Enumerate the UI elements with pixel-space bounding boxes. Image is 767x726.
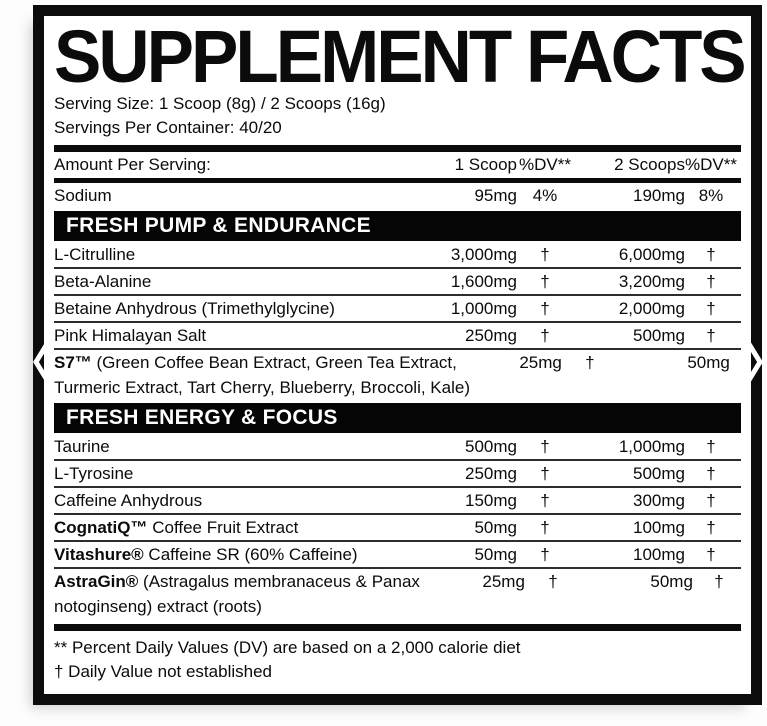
ingredient-name: AstraGin® (Astragalus membranaceus & Pan… [54, 572, 420, 591]
footnote-dagger: † Daily Value not established [54, 662, 272, 681]
dv-2-scoops: † [714, 572, 724, 591]
ingredient-name: Vitashure® Caffeine SR (60% Caffeine) [54, 545, 358, 564]
amount-2-scoops: 2,000mg [618, 299, 685, 318]
amount-2-scoops: 6,000mg [618, 245, 685, 264]
ingredient-name: L-Tyrosine [54, 464, 134, 483]
dv-1-scoop: † [540, 245, 550, 264]
ingredient-name: L-Citrulline [54, 245, 136, 264]
ingredient-row: Pink Himalayan Salt 250mg † 500mg † [54, 323, 741, 350]
amount-1-scoop: 1,000mg [450, 299, 517, 318]
ingredient-row: L-Citrulline 3,000mg † 6,000mg † [54, 242, 741, 269]
ingredient-name-continued: notoginseng) extract (roots) [54, 597, 262, 616]
col-header-2-scoops: 2 Scoops [614, 155, 685, 174]
amount-1-scoop: 150mg [465, 491, 517, 510]
ingredient-row: Vitashure® Caffeine SR (60% Caffeine) 50… [54, 542, 741, 569]
dv-2-scoops: † [706, 299, 716, 318]
carousel-next-button[interactable] [744, 339, 766, 385]
amount-1-scoop: 25mg [519, 353, 562, 372]
dv-2-scoops: † [706, 491, 716, 510]
amount-2-scoops: 190mg [633, 186, 685, 205]
dv-2-scoops: † [706, 464, 716, 483]
chevron-left-icon [32, 341, 50, 383]
divider-bar [54, 624, 741, 631]
ingredient-row: Caffeine Anhydrous 150mg † 300mg † [54, 488, 741, 515]
dv-1-scoop: † [540, 299, 550, 318]
amount-2-scoops: 50mg [650, 572, 693, 591]
dv-2-scoops: † [706, 437, 716, 456]
divider-bar [54, 178, 741, 183]
dv-2-scoops: † [706, 518, 716, 537]
amount-1-scoop: 250mg [465, 326, 517, 345]
amount-2-scoops: 1,000mg [618, 437, 685, 456]
amount-1-scoop: 50mg [474, 518, 517, 537]
dv-1-scoop: 4% [532, 186, 558, 205]
amount-2-scoops: 500mg [633, 464, 685, 483]
ingredient-row: S7™ (Green Coffee Bean Extract, Green Te… [54, 350, 761, 375]
amount-1-scoop: 95mg [474, 186, 517, 205]
servings-per-container-text: Servings Per Container: 40/20 [54, 118, 282, 137]
ingredient-row: L-Tyrosine 250mg † 500mg † [54, 461, 741, 488]
ingredient-name: S7™ (Green Coffee Bean Extract, Green Te… [54, 353, 457, 372]
amount-1-scoop: 25mg [482, 572, 525, 591]
amount-1-scoop: 250mg [465, 464, 517, 483]
carousel-prev-button[interactable] [30, 339, 52, 385]
dv-2-scoops: † [706, 545, 716, 564]
serving-size-text: Serving Size: 1 Scoop (8g) / 2 Scoops (1… [54, 94, 386, 113]
amount-1-scoop: 50mg [474, 545, 517, 564]
col-header-dv2: %DV** [685, 155, 737, 174]
ingredient-name: Betaine Anhydrous (Trimethylglycine) [54, 299, 335, 318]
amount-2-scoops: 100mg [633, 518, 685, 537]
column-header-row: Amount Per Serving: 1 Scoop %DV** 2 Scoo… [54, 152, 741, 178]
ingredient-name: Beta-Alanine [54, 272, 152, 291]
ingredient-row-sodium: Sodium 95mg 4% 190mg 8% [54, 183, 741, 208]
amount-2-scoops: 500mg [633, 326, 685, 345]
dv-1-scoop: † [540, 464, 550, 483]
section-banner-pump-endurance: FRESH PUMP & ENDURANCE [54, 211, 741, 241]
dv-1-scoop: † [548, 572, 558, 591]
amount-1-scoop: 500mg [465, 437, 517, 456]
ingredient-row: Betaine Anhydrous (Trimethylglycine) 1,0… [54, 296, 741, 323]
chevron-right-icon [746, 341, 764, 383]
footnote-percent-dv: ** Percent Daily Values (DV) are based o… [54, 638, 521, 657]
dv-1-scoop: † [540, 518, 550, 537]
amount-per-serving-label: Amount Per Serving: [54, 155, 211, 174]
dv-2-scoops: † [706, 272, 716, 291]
divider-bar [54, 145, 741, 152]
col-header-dv1: %DV** [519, 155, 571, 174]
amount-2-scoops: 300mg [633, 491, 685, 510]
supplement-facts-panel: SUPPLEMENT FACTS Serving Size: 1 Scoop (… [33, 5, 762, 705]
section-banner-energy-focus: FRESH ENERGY & FOCUS [54, 403, 741, 433]
amount-2-scoops: 3,200mg [618, 272, 685, 291]
dv-1-scoop: † [540, 437, 550, 456]
ingredient-row: AstraGin® (Astragalus membranaceus & Pan… [54, 569, 741, 594]
col-header-1-scoop: 1 Scoop [454, 155, 517, 174]
ingredient-name: Pink Himalayan Salt [54, 326, 207, 345]
supplement-facts-title: SUPPLEMENT FACTS [54, 16, 747, 99]
ingredient-name: CognatiQ™ Coffee Fruit Extract [54, 518, 299, 537]
ingredient-row: CognatiQ™ Coffee Fruit Extract 50mg † 10… [54, 515, 741, 542]
amount-1-scoop: 3,000mg [450, 245, 517, 264]
dv-2-scoops: † [706, 326, 716, 345]
ingredient-name-continued: Turmeric Extract, Tart Cherry, Blueberry… [54, 378, 470, 397]
dv-2-scoops: † [706, 245, 716, 264]
dv-1-scoop: † [540, 272, 550, 291]
amount-1-scoop: 1,600mg [450, 272, 517, 291]
dv-1-scoop: † [585, 353, 595, 372]
dv-2-scoops: 8% [698, 186, 724, 205]
ingredient-name: Taurine [54, 437, 110, 456]
dv-1-scoop: † [540, 326, 550, 345]
dv-1-scoop: † [540, 545, 550, 564]
ingredient-row: Beta-Alanine 1,600mg † 3,200mg † [54, 269, 741, 296]
amount-2-scoops: 100mg [633, 545, 685, 564]
amount-2-scoops: 50mg [687, 353, 730, 372]
ingredient-row: Taurine 500mg † 1,000mg † [54, 434, 741, 461]
ingredient-name: Sodium [54, 186, 112, 205]
dv-1-scoop: † [540, 491, 550, 510]
ingredient-name: Caffeine Anhydrous [54, 491, 203, 510]
footnotes: ** Percent Daily Values (DV) are based o… [54, 636, 741, 684]
dv-2-scoops: † [751, 353, 761, 372]
